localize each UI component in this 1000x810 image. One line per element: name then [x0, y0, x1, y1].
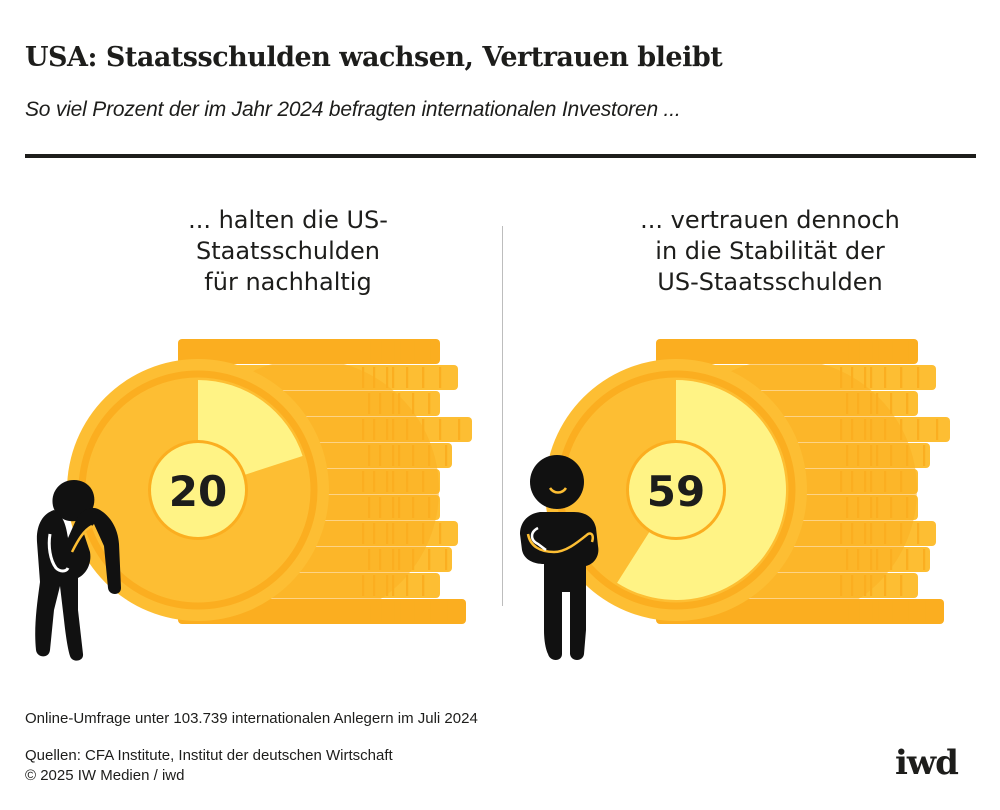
- copyright-text: © 2025 IW Medien / iwd: [25, 767, 185, 784]
- panel-left-label-line: für nachhaltig: [204, 268, 372, 296]
- coin-ridge: [870, 367, 873, 388]
- panel-right-label-line: US-Staatsschulden: [657, 268, 883, 296]
- coin-ridge: [406, 367, 409, 388]
- survey-note: Online-Umfrage unter 103.739 internation…: [25, 710, 478, 727]
- coin-ridge: [445, 549, 448, 570]
- coin-ridge: [428, 601, 431, 622]
- coin-ridge: [379, 341, 382, 362]
- coin-ridge: [412, 601, 415, 622]
- coin-ridge: [398, 601, 401, 622]
- coin-ridge: [445, 445, 448, 466]
- coin-ridge: [398, 341, 401, 362]
- coin-ridge: [392, 601, 395, 622]
- panel-right-label-line: ... vertrauen dennoch: [640, 206, 900, 234]
- coin-ridge: [917, 367, 920, 388]
- value-label: 20: [169, 467, 227, 516]
- coin-ridge: [458, 419, 461, 440]
- coin-ridge: [368, 341, 371, 362]
- coin-ridge: [406, 575, 409, 596]
- coin-ridge: [392, 341, 395, 362]
- coin-ridge: [906, 549, 909, 570]
- coin-ridge: [422, 575, 425, 596]
- center-disc: [151, 443, 245, 537]
- coin-ridge: [439, 419, 442, 440]
- coin-ridge: [900, 367, 903, 388]
- panel-divider: [502, 226, 503, 606]
- worried-person-icon: [35, 480, 121, 661]
- panel-left-label-line: ... halten die US-: [188, 206, 388, 234]
- confident-person-icon: [520, 455, 599, 660]
- coin-ridge: [422, 367, 425, 388]
- coin-ridge: [428, 393, 431, 414]
- coin-ridge: [890, 601, 893, 622]
- coin-ridge: [923, 601, 926, 622]
- coin-ridge: [876, 341, 879, 362]
- coin-ridge: [864, 367, 867, 388]
- coin-ridge: [379, 601, 382, 622]
- coin-ridge: [368, 601, 371, 622]
- coin-ridge: [846, 601, 849, 622]
- coin: 59: [545, 359, 807, 621]
- coin-ridge: [884, 575, 887, 596]
- coin-ridge: [412, 341, 415, 362]
- coin-chart-right: 59: [520, 339, 950, 660]
- coin-ridge: [857, 341, 860, 362]
- coin-ridge: [917, 523, 920, 544]
- chart-title: USA: Staatsschulden wachsen, Vertrauen b…: [25, 42, 723, 73]
- coin-ridge: [936, 419, 939, 440]
- value-label: 59: [647, 467, 705, 516]
- coin-ridge: [392, 367, 395, 388]
- coin-ridge: [857, 601, 860, 622]
- coin-ridge: [428, 341, 431, 362]
- coin-ridge: [890, 341, 893, 362]
- coin-ridge: [917, 419, 920, 440]
- panel-right-label-line: in die Stabilität der: [655, 237, 885, 265]
- panel-right-label: ... vertrauen dennoch in die Stabilität …: [590, 205, 950, 298]
- coin-ridge: [900, 575, 903, 596]
- coin-ridge: [439, 523, 442, 544]
- chart-subtitle: So viel Prozent der im Jahr 2024 befragt…: [25, 98, 681, 121]
- iwd-logo: iwd: [895, 743, 959, 783]
- coin-ridge: [876, 601, 879, 622]
- panel-left-label-line: Staatsschulden: [196, 237, 380, 265]
- coin-ridge: [445, 601, 448, 622]
- center-disc: [629, 443, 723, 537]
- coin-ridge: [428, 549, 431, 570]
- coin-ridge: [846, 341, 849, 362]
- stacked-coin: [178, 339, 440, 364]
- coin-ridge: [870, 341, 873, 362]
- coin-ridge: [412, 393, 415, 414]
- coin-ridge: [439, 367, 442, 388]
- coin-ridge: [906, 393, 909, 414]
- coin: 20: [67, 359, 329, 621]
- coin-ridge: [923, 445, 926, 466]
- coin-ridge: [884, 367, 887, 388]
- stacked-coin: [656, 339, 918, 364]
- panel-left-label: ... halten die US- Staatsschulden für na…: [98, 205, 478, 298]
- coin-ridge: [906, 341, 909, 362]
- header-rule: [25, 154, 976, 158]
- sources-text: Quellen: CFA Institute, Institut der deu…: [25, 747, 393, 764]
- coin-ridge: [890, 393, 893, 414]
- coin-ridge: [906, 601, 909, 622]
- coin-ridge: [923, 549, 926, 570]
- coin-ridge: [870, 601, 873, 622]
- coin-chart-left: 20: [35, 339, 472, 661]
- sources-block: Quellen: CFA Institute, Institut der deu…: [25, 746, 393, 786]
- coin-ridge: [386, 367, 389, 388]
